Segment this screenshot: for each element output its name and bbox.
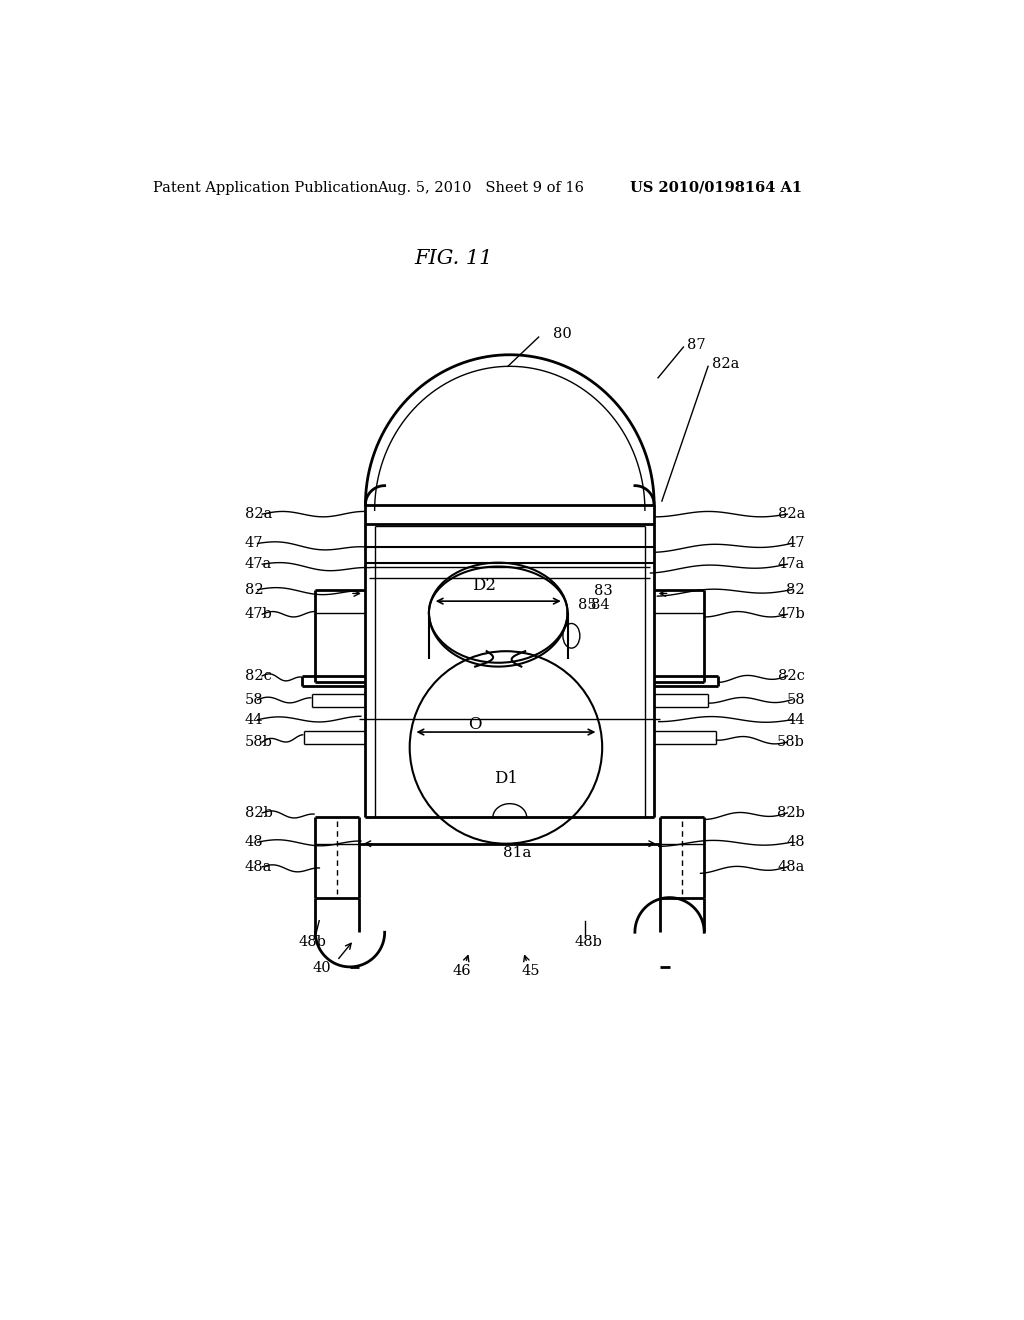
Text: 58: 58 [245,693,263,706]
Text: 84: 84 [591,598,609,612]
Text: D2: D2 [472,577,497,594]
Text: 82a: 82a [245,507,272,521]
Text: 40: 40 [312,961,331,975]
Text: 47: 47 [245,536,263,550]
Text: 47a: 47a [778,557,805,572]
Text: 83: 83 [595,585,613,598]
Text: 82b: 82b [245,807,272,820]
Text: 46: 46 [453,964,471,978]
Text: D1: D1 [494,770,518,787]
Text: US 2010/0198164 A1: US 2010/0198164 A1 [630,181,802,194]
Text: 44: 44 [245,713,263,727]
Text: 58b: 58b [777,735,805,748]
Text: 85: 85 [579,598,597,612]
Text: 82: 82 [786,582,805,597]
Text: Aug. 5, 2010   Sheet 9 of 16: Aug. 5, 2010 Sheet 9 of 16 [378,181,585,194]
Text: 80: 80 [553,327,571,341]
Text: 47a: 47a [245,557,271,572]
Text: O: O [468,715,482,733]
Text: 58b: 58b [245,735,272,748]
Text: 48a: 48a [777,859,805,874]
Text: 82a: 82a [777,507,805,521]
Text: 82c: 82c [245,669,271,682]
Text: 47b: 47b [245,607,272,622]
Text: 45: 45 [521,964,541,978]
Text: FIG. 11: FIG. 11 [415,249,494,268]
Text: 48b: 48b [298,936,327,949]
Text: 44: 44 [786,713,805,727]
Text: 82: 82 [245,582,263,597]
Text: 48b: 48b [574,936,602,949]
Text: 82c: 82c [778,669,805,682]
Text: 48a: 48a [245,859,272,874]
Text: 47: 47 [786,536,805,550]
Text: 82a: 82a [712,356,739,371]
Text: 58: 58 [786,693,805,706]
Text: 47b: 47b [777,607,805,622]
Text: 82b: 82b [777,807,805,820]
Text: 87: 87 [686,338,706,351]
Text: 81a: 81a [504,846,531,859]
Text: Patent Application Publication: Patent Application Publication [153,181,378,194]
Text: 48: 48 [786,836,805,849]
Text: 48: 48 [245,836,263,849]
